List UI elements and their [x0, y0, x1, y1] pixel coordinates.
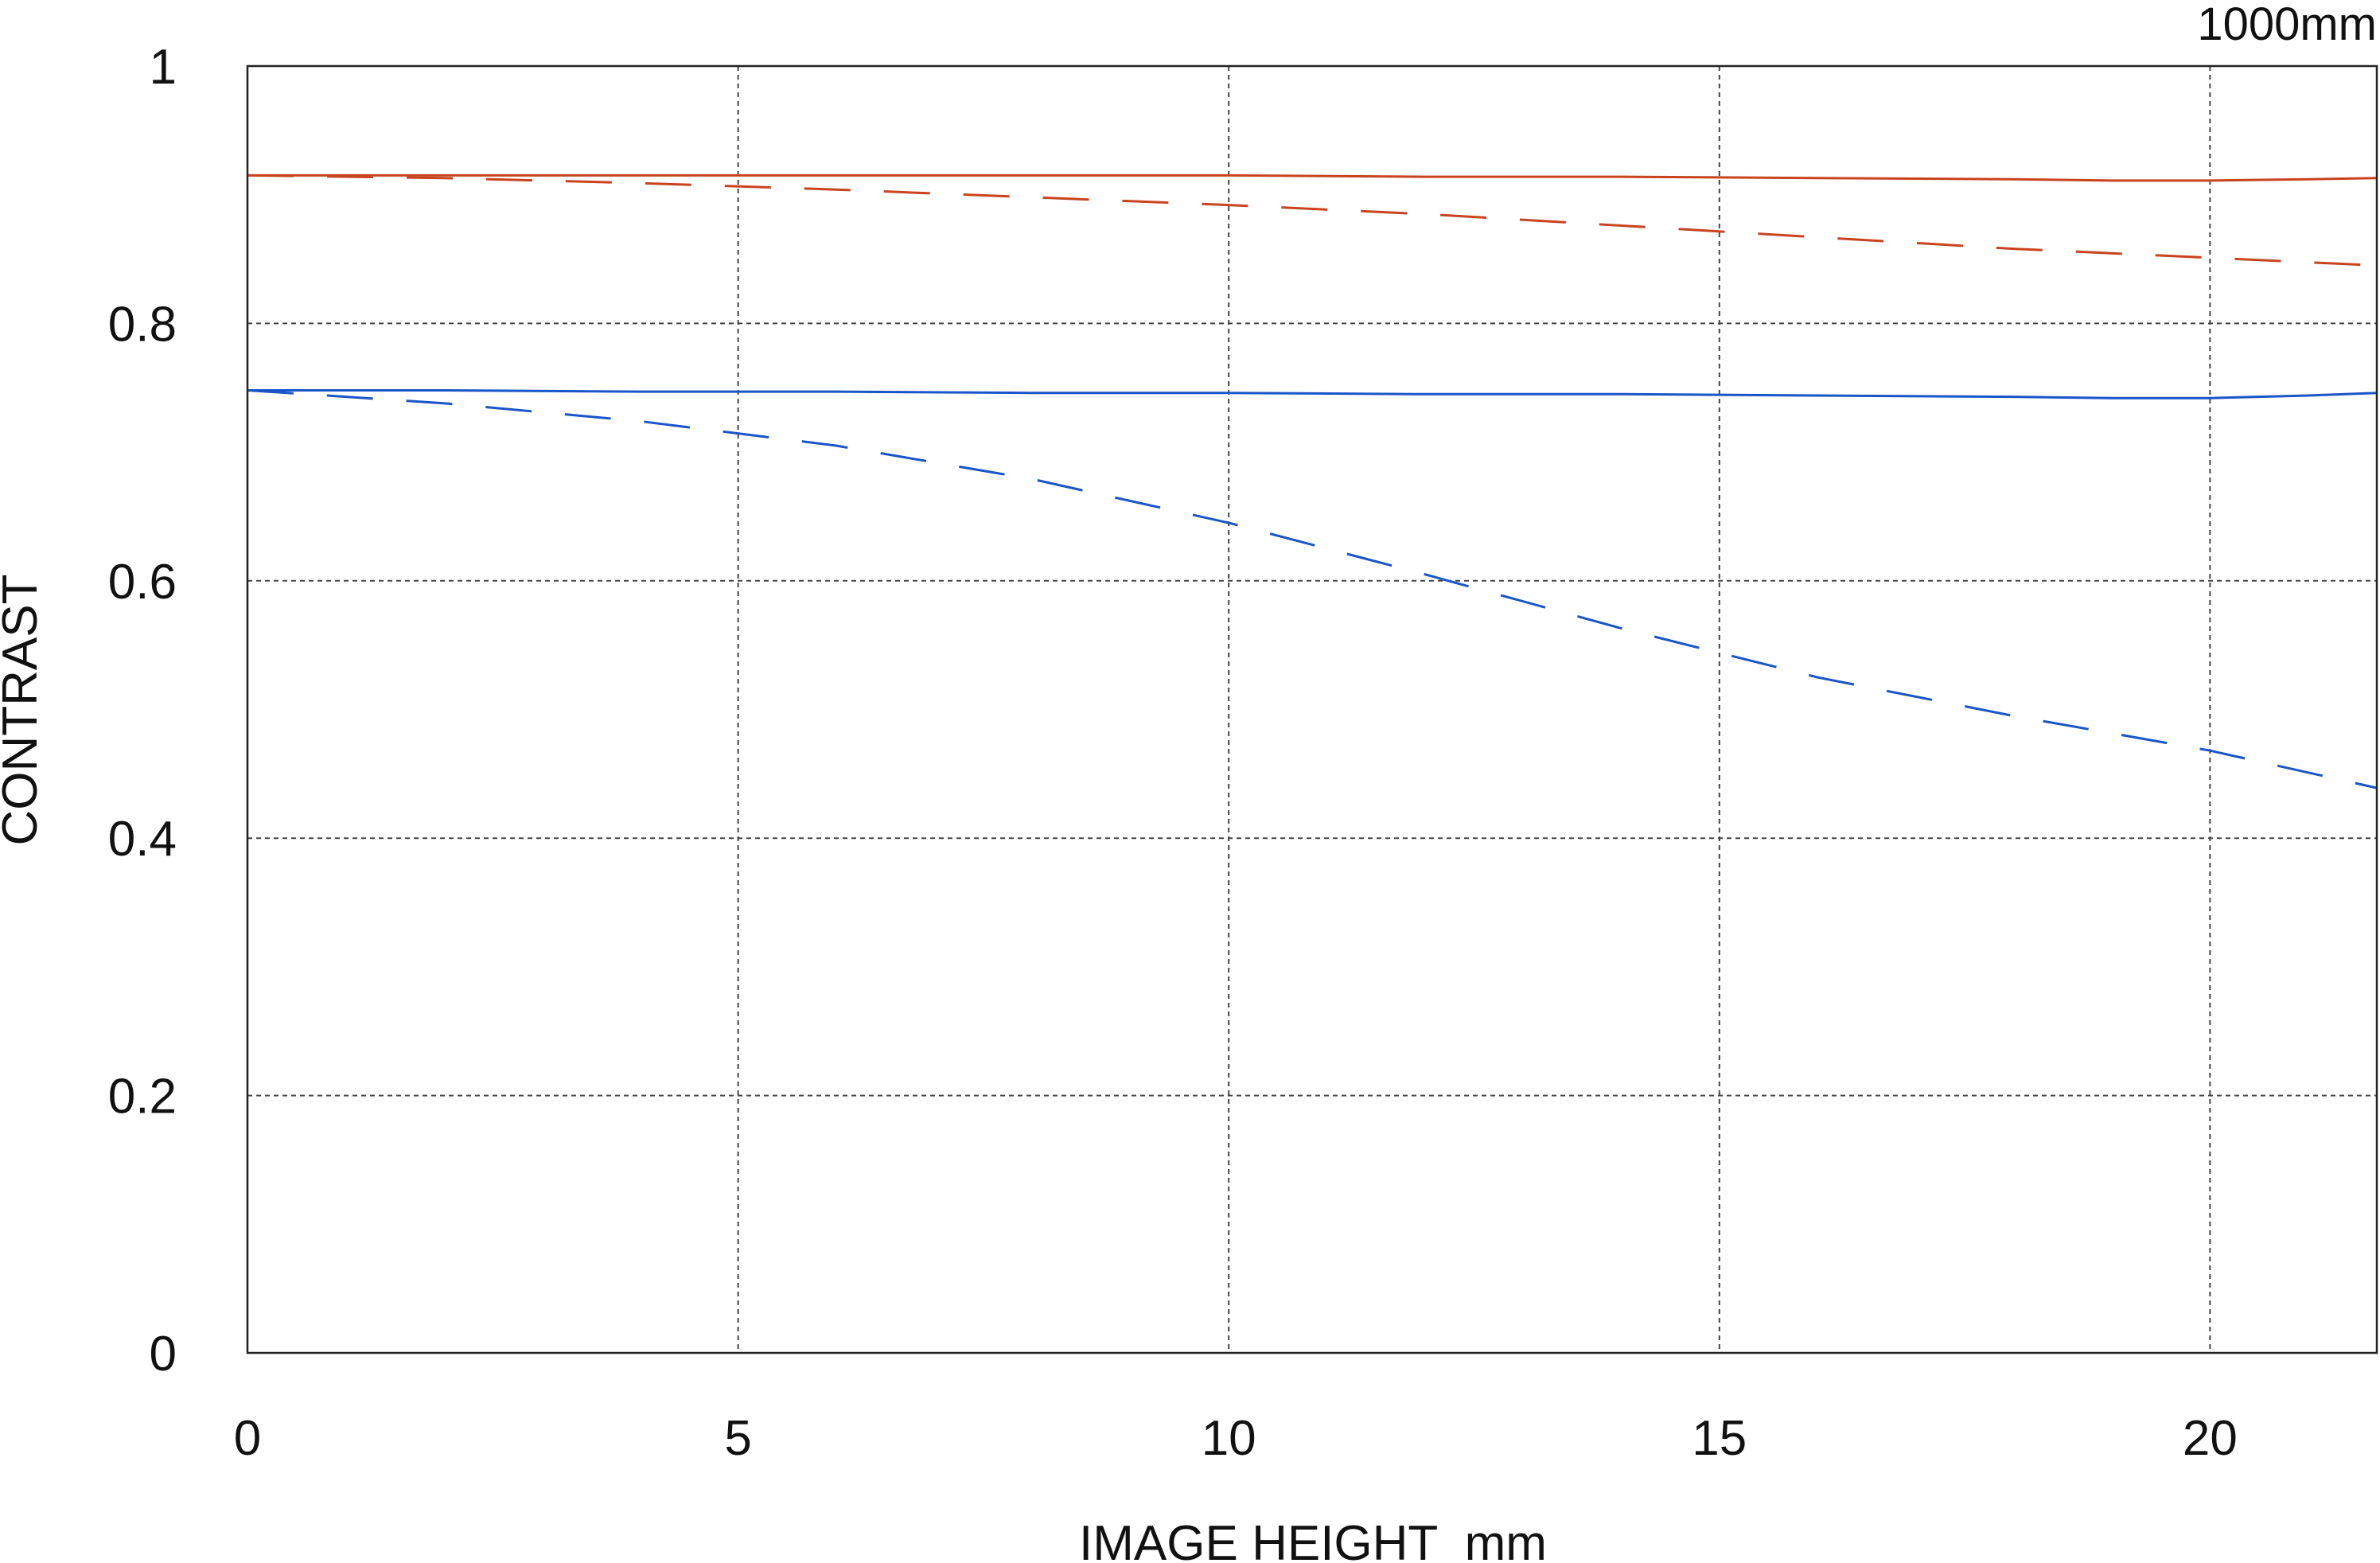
x-tick-label-0: 0: [234, 1411, 261, 1466]
y-tick-label-3: 0.6: [108, 555, 177, 610]
y-tick-label-0: 0: [150, 1327, 177, 1382]
grid-lines: [247, 66, 2377, 1353]
series-red-dashed-line: [247, 173, 2378, 267]
x-tick-label-2: 10: [1202, 1411, 1256, 1466]
x-tick-label-1: 5: [724, 1411, 751, 1466]
plot-frame: [246, 64, 2378, 1354]
y-axis-title: CONTRAST: [0, 575, 48, 846]
data-series: [247, 173, 2378, 789]
y-tick-labels: 0 0.2 0.4 0.6 0.8 1: [108, 40, 177, 1382]
x-axis-title: IMAGE HEIGHT mm: [1079, 1516, 1547, 1563]
y-tick-label-2: 0.4: [108, 812, 177, 867]
series-blue-solid-line: [247, 389, 2378, 400]
y-tick-label-1: 0.2: [108, 1070, 177, 1125]
series-blue-dashed-line: [247, 389, 2378, 789]
x-tick-label-3: 15: [1692, 1411, 1747, 1466]
focal-length-label: 1000mm: [2197, 0, 2377, 50]
y-tick-label-4: 0.8: [108, 297, 177, 352]
x-tick-label-4: 20: [2183, 1411, 2238, 1466]
y-tick-label-5: 1: [150, 40, 177, 95]
x-tick-labels: 0 5 10 15 20: [234, 1411, 2238, 1466]
series-red-solid-line: [247, 173, 2378, 182]
